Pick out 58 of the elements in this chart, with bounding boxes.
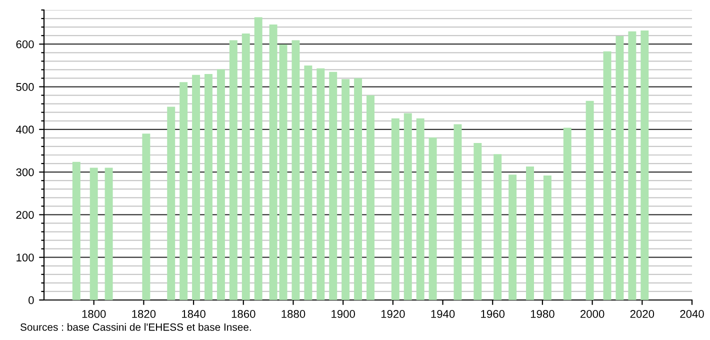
- x-tick-label: 1800: [82, 310, 106, 318]
- bar: [586, 100, 594, 300]
- bar: [543, 175, 552, 300]
- x-tick-label: 1880: [282, 310, 306, 318]
- bar: [229, 40, 238, 300]
- y-tick-label: 500: [16, 83, 34, 91]
- bar: [428, 138, 437, 300]
- bar: [329, 72, 338, 300]
- y-tick-label: 100: [16, 254, 34, 262]
- bar: [563, 128, 572, 300]
- x-tick-label: 2040: [680, 310, 704, 318]
- bar: [508, 174, 517, 300]
- bar: [279, 44, 288, 300]
- bar: [167, 106, 176, 300]
- bar: [474, 143, 482, 300]
- bar: [391, 118, 400, 300]
- x-tick-label: 1900: [332, 310, 355, 318]
- bar: [254, 17, 262, 300]
- bar: [494, 154, 502, 300]
- bar: [269, 24, 278, 300]
- x-tick-label: 1840: [182, 310, 206, 318]
- x-tick-label: 2020: [630, 310, 654, 318]
- y-tick-label: 200: [16, 210, 34, 219]
- x-tick-label: 1940: [431, 310, 455, 318]
- bar: [180, 82, 188, 300]
- bar: [316, 68, 325, 300]
- y-tick-label: 300: [16, 168, 34, 176]
- x-tick-label: 1960: [481, 310, 505, 318]
- x-tick-label: 1920: [381, 310, 405, 318]
- bar: [526, 166, 534, 300]
- bar: [104, 168, 113, 300]
- bar: [342, 79, 350, 300]
- bar: [603, 51, 612, 300]
- bar: [216, 69, 225, 300]
- bar: [292, 40, 300, 300]
- source-note: Sources : base Cassini de l'EHESS et base Insee.: [20, 323, 251, 331]
- bar: [628, 31, 636, 300]
- bar: [204, 74, 212, 300]
- bar: [304, 65, 312, 300]
- bar: [90, 168, 98, 300]
- bar: [616, 36, 624, 300]
- bar: [142, 134, 150, 300]
- x-tick-label: 1820: [132, 310, 156, 318]
- bar: [72, 162, 80, 300]
- bar: [192, 74, 200, 300]
- bar: [404, 113, 412, 300]
- x-tick-label: 2000: [580, 310, 604, 318]
- bar: [366, 95, 374, 300]
- bar: [454, 124, 462, 300]
- bar: [640, 30, 649, 300]
- bar: [354, 78, 362, 300]
- x-tick-label: 1860: [232, 310, 256, 318]
- y-tick-label: 600: [16, 40, 34, 48]
- y-tick-label: 0: [28, 296, 34, 304]
- x-tick-label: 1980: [530, 310, 554, 318]
- bar: [242, 33, 250, 300]
- y-tick-label: 400: [16, 126, 34, 134]
- bar: [416, 118, 424, 300]
